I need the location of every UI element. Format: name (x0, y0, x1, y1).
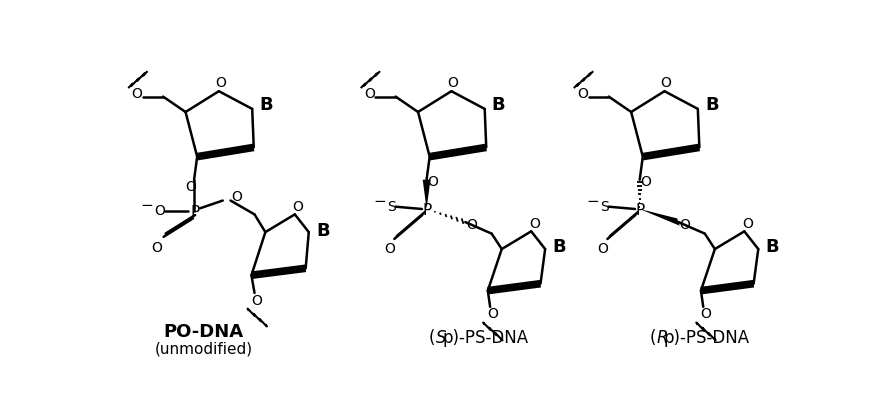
Text: S: S (436, 328, 447, 347)
Text: O: O (466, 218, 477, 232)
Text: R: R (657, 328, 668, 347)
Text: O: O (154, 204, 164, 218)
Text: O: O (152, 241, 162, 254)
Text: O: O (292, 201, 304, 214)
Text: O: O (384, 242, 395, 256)
Text: O: O (364, 87, 374, 101)
Text: O: O (640, 175, 652, 189)
Text: O: O (577, 87, 588, 101)
Text: P: P (190, 205, 200, 220)
Text: P: P (636, 203, 645, 218)
Text: (unmodified): (unmodified) (155, 341, 253, 357)
Text: O: O (679, 218, 691, 232)
Text: (: ( (650, 328, 656, 347)
Text: S: S (600, 201, 609, 214)
Text: O: O (231, 190, 242, 204)
Text: O: O (487, 308, 498, 322)
Text: PO-DNA: PO-DNA (163, 323, 244, 341)
Text: O: O (215, 77, 226, 90)
Text: (: ( (429, 328, 435, 347)
Text: B: B (766, 239, 779, 256)
Text: P: P (423, 203, 432, 218)
Polygon shape (423, 180, 430, 209)
Text: O: O (597, 242, 608, 256)
Text: O: O (252, 293, 262, 308)
Polygon shape (639, 209, 680, 226)
Text: −: − (374, 194, 387, 209)
Text: B: B (705, 96, 719, 114)
Text: B: B (316, 221, 329, 240)
Text: O: O (529, 217, 540, 232)
Text: O: O (700, 308, 711, 322)
Text: O: O (660, 77, 671, 90)
Text: B: B (552, 239, 566, 256)
Text: O: O (448, 77, 458, 90)
Text: S: S (388, 201, 396, 214)
Text: p)-PS-DNA: p)-PS-DNA (664, 328, 750, 347)
Text: p)-PS-DNA: p)-PS-DNA (443, 328, 529, 347)
Text: O: O (427, 175, 438, 189)
Text: O: O (132, 87, 142, 101)
Text: B: B (260, 96, 273, 114)
Text: O: O (742, 217, 753, 232)
Text: −: − (140, 198, 153, 212)
Text: O: O (185, 180, 196, 195)
Text: B: B (492, 96, 505, 114)
Text: −: − (587, 194, 600, 209)
